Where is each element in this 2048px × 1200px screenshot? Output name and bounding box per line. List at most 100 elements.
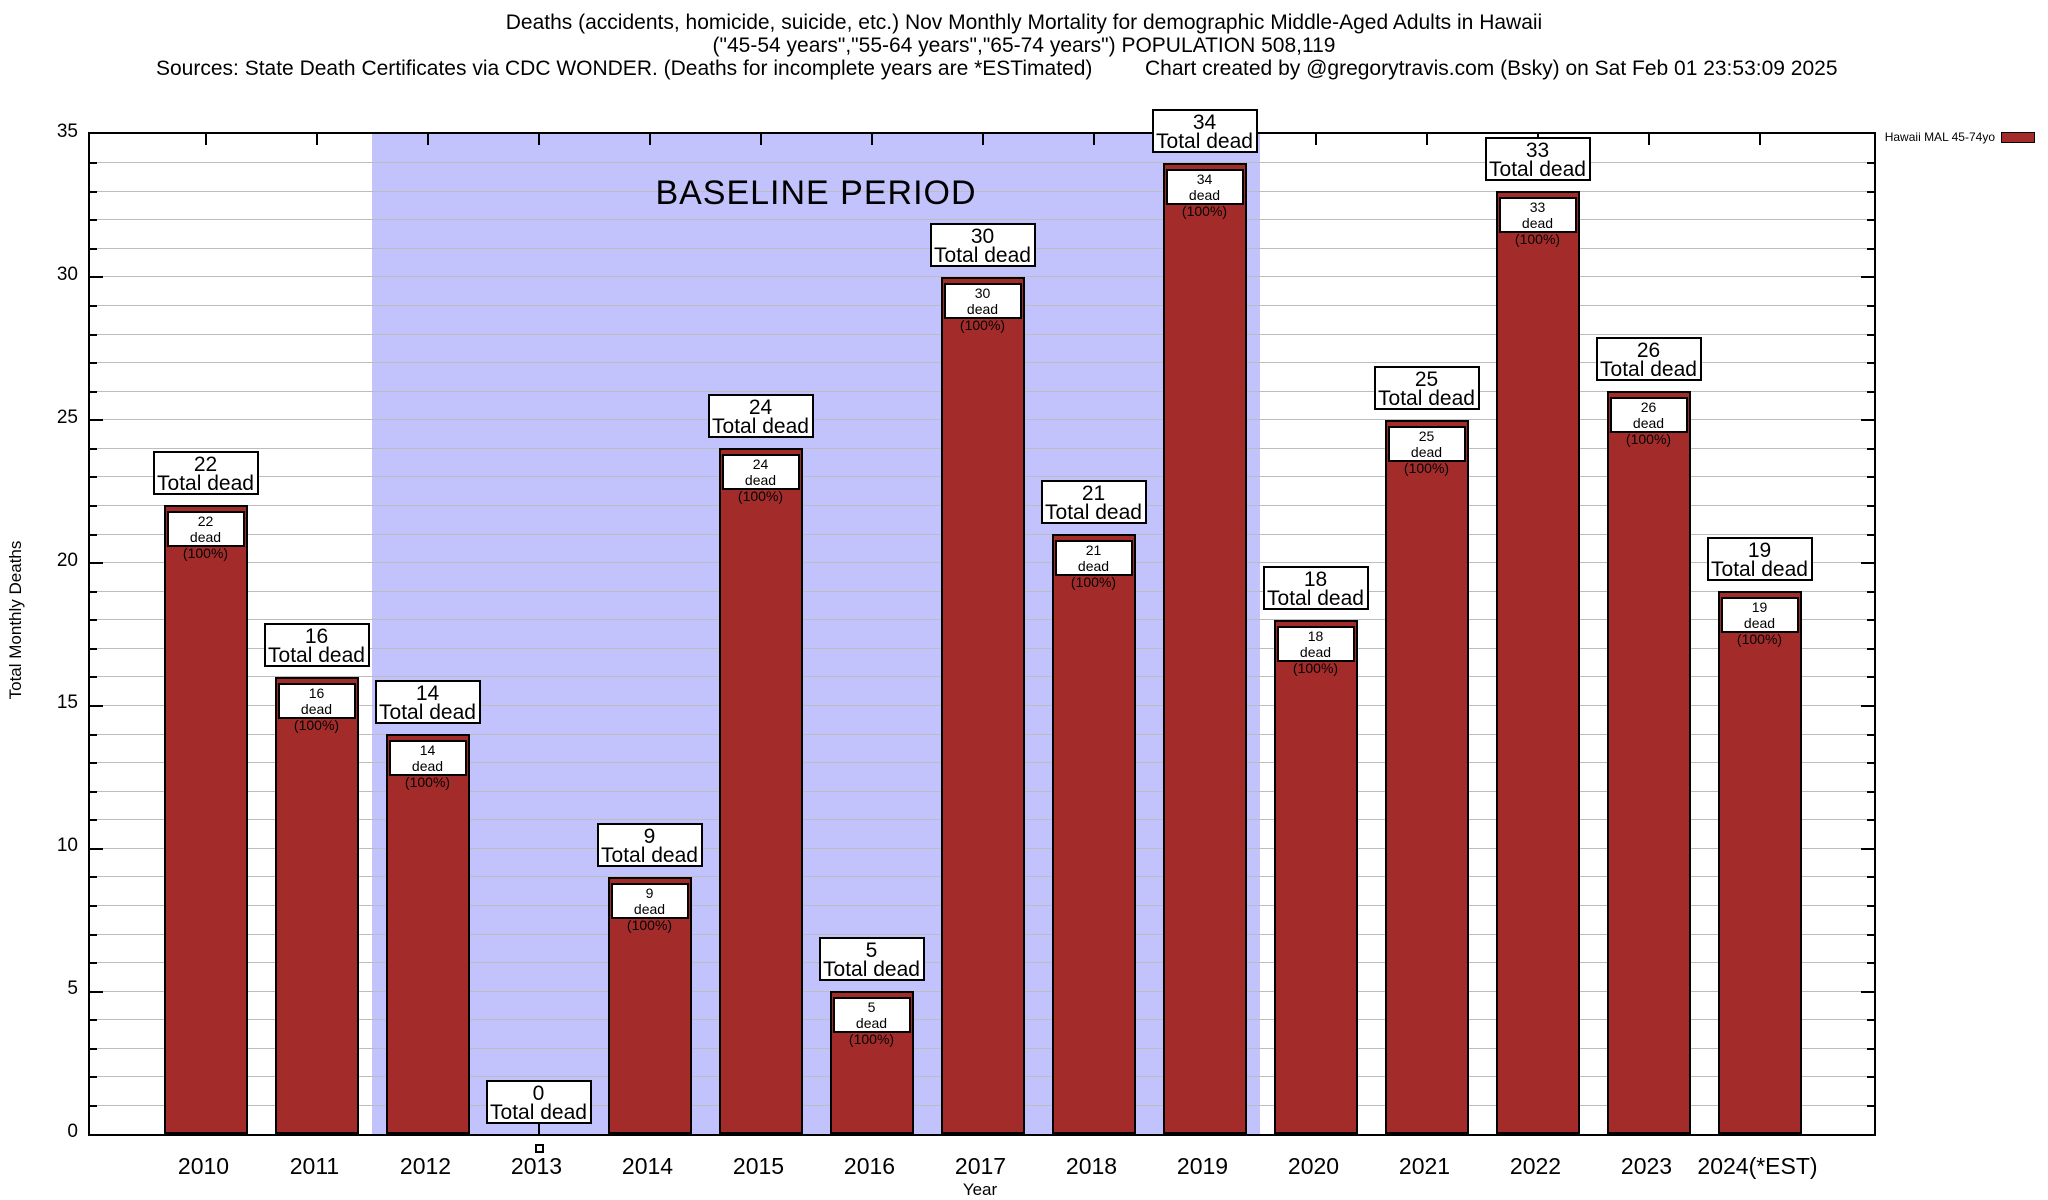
bar-label-above-2010: 22 Total dead	[152, 451, 259, 496]
x-tick-top-2023	[1647, 134, 1650, 145]
y-tick-left-9	[90, 876, 97, 879]
x-tick-label-2019: 2019	[1176, 1153, 1229, 1179]
x-tick-top-2014	[648, 134, 651, 145]
y-tick-right-3	[1867, 1047, 1874, 1050]
bar-2015	[718, 448, 803, 1134]
bar-2014	[607, 876, 692, 1134]
page-title-line1: Deaths (accidents, homicide, suicide, et…	[505, 11, 1543, 34]
y-tick-left-11	[90, 819, 97, 822]
y-tick-right-8	[1867, 904, 1874, 907]
x-tick-top-2015	[759, 134, 762, 145]
x-tick-label-2011: 2011	[289, 1153, 340, 1179]
y-tick-label-15: 15	[56, 692, 78, 714]
y-tick-left-2	[90, 1076, 97, 1079]
y-tick-right-9	[1867, 876, 1874, 879]
bar-label-above-2011: 16 Total dead	[263, 622, 370, 667]
bar-label-above-2019: 34 Total dead	[1151, 108, 1258, 153]
bar-label-inside-2016: 5 dead (100%)	[832, 997, 911, 1047]
y-tick-right-29	[1867, 304, 1874, 307]
zero-connector-2013	[537, 1125, 540, 1134]
bar-2017	[940, 276, 1025, 1134]
x-tick-top-2011	[315, 134, 318, 145]
y-tick-left-27	[90, 362, 97, 365]
x-tick-label-2012: 2012	[399, 1153, 452, 1179]
bar-label-inside-2023: 26 dead (100%)	[1609, 397, 1688, 447]
bar-2019	[1162, 162, 1247, 1134]
y-tick-right-17	[1867, 647, 1874, 650]
x-tick-top-2018	[1092, 134, 1095, 145]
zero-marker-2013	[534, 1144, 544, 1153]
y-tick-left-30	[90, 276, 103, 279]
bar-label-inside-2018: 21 dead (100%)	[1054, 540, 1133, 590]
x-tick-label-2017: 2017	[954, 1153, 1007, 1179]
y-tick-right-5	[1861, 990, 1874, 993]
bar-label-above-2015: 24 Total dead	[707, 394, 814, 439]
x-tick-label-2015: 2015	[732, 1153, 785, 1179]
x-tick-label-2013: 2013	[510, 1153, 563, 1179]
sources-note: Sources: State Death Certificates via CD…	[156, 57, 1093, 80]
y-tick-left-21	[90, 533, 97, 536]
y-tick-left-33	[90, 190, 97, 193]
y-tick-left-14	[90, 733, 97, 736]
y-tick-right-18	[1867, 619, 1874, 622]
gridline-y-34	[90, 162, 1874, 164]
bar-2010	[163, 505, 248, 1134]
bar-label-above-2020: 18 Total dead	[1262, 565, 1369, 610]
x-tick-label-2010: 2010	[177, 1153, 230, 1179]
x-tick-top-2017	[981, 134, 984, 145]
y-tick-left-34	[90, 162, 97, 165]
bar-2011	[274, 676, 359, 1134]
y-tick-right-12	[1867, 790, 1874, 793]
x-tick-top-2021	[1425, 134, 1428, 145]
y-tick-right-33	[1867, 190, 1874, 193]
bar-2021	[1384, 419, 1469, 1134]
x-tick-top-2016	[870, 134, 873, 145]
bar-label-above-2022: 33 Total dead	[1484, 137, 1591, 182]
x-tick-label-2023: 2023	[1620, 1153, 1673, 1179]
bar-label-above-2021: 25 Total dead	[1373, 365, 1480, 410]
x-tick-label-2018: 2018	[1065, 1153, 1118, 1179]
x-tick-label-2016: 2016	[843, 1153, 896, 1179]
y-tick-left-26	[90, 390, 97, 393]
y-tick-left-10	[90, 847, 103, 850]
y-tick-right-10	[1861, 847, 1874, 850]
y-tick-right-32	[1867, 219, 1874, 222]
bar-label-above-2023: 26 Total dead	[1595, 337, 1702, 382]
y-tick-label-30: 30	[56, 263, 78, 285]
legend-label: Hawaii MAL 45-74yo	[1884, 130, 1995, 144]
y-tick-right-26	[1867, 390, 1874, 393]
y-tick-left-24	[90, 447, 97, 450]
page-title-line2: ("45-54 years","55-64 years","65-74 year…	[712, 34, 1336, 57]
y-tick-right-19	[1867, 590, 1874, 593]
y-tick-right-25	[1861, 419, 1874, 422]
y-tick-label-35: 35	[56, 121, 78, 142]
bar-label-inside-2010: 22 dead (100%)	[166, 511, 245, 561]
x-tick-label-2014: 2014	[621, 1153, 674, 1179]
y-tick-right-14	[1867, 733, 1874, 736]
y-tick-right-23	[1867, 476, 1874, 479]
bar-label-inside-2011: 16 dead (100%)	[277, 682, 356, 733]
y-tick-right-16	[1867, 676, 1874, 679]
y-tick-right-13	[1867, 762, 1874, 765]
y-tick-right-11	[1867, 819, 1874, 822]
y-tick-left-17	[90, 647, 97, 650]
y-tick-left-15	[90, 704, 103, 707]
y-tick-right-7	[1867, 933, 1874, 936]
x-tick-label-2022: 2022	[1509, 1153, 1562, 1179]
x-axis-title: Year	[962, 1180, 998, 1199]
y-tick-right-4	[1867, 1019, 1874, 1022]
y-tick-left-4	[90, 1019, 97, 1022]
x-tick-label-2024(*EST): 2024(*EST)	[1697, 1153, 1818, 1179]
y-tick-left-20	[90, 562, 103, 565]
y-tick-left-16	[90, 676, 97, 679]
chart-credit: Chart created by @gregorytravis.com (Bsk…	[1145, 57, 1838, 80]
y-tick-label-10: 10	[56, 835, 78, 857]
y-tick-left-5	[90, 990, 103, 993]
x-tick-label-2021: 2021	[1398, 1153, 1451, 1179]
y-tick-left-3	[90, 1047, 97, 1050]
bar-2024(*EST)	[1717, 591, 1802, 1134]
y-tick-left-23	[90, 476, 97, 479]
y-tick-left-25	[90, 419, 103, 422]
y-tick-right-22	[1867, 504, 1874, 507]
